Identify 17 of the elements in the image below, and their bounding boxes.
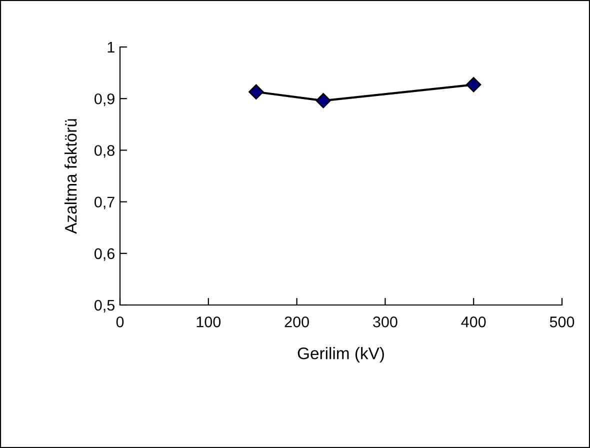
y-tick-label: 0,9 — [94, 93, 114, 106]
y-tick-label: 0,6 — [94, 248, 114, 261]
y-tick-label: 0,7 — [94, 196, 114, 210]
x-tick-label: 0 — [116, 316, 124, 328]
point — [316, 93, 331, 108]
y-tick-label: 1 — [108, 42, 114, 53]
x-axis-title: Gerilim (kV) — [298, 347, 384, 363]
x-tick-label: 100 — [196, 316, 221, 328]
x-tick-label: 300 — [373, 316, 398, 328]
y-axis-title: Azaltma faktörü — [64, 119, 77, 234]
x-tick-label: 400 — [461, 316, 486, 328]
point — [248, 84, 264, 100]
y-tick-label: 0,5 — [94, 300, 114, 312]
x-tick-label: 500 — [550, 316, 574, 328]
point — [466, 77, 482, 92]
y-tick-label: 0,8 — [94, 145, 114, 158]
x-tick-label: 200 — [284, 316, 309, 328]
